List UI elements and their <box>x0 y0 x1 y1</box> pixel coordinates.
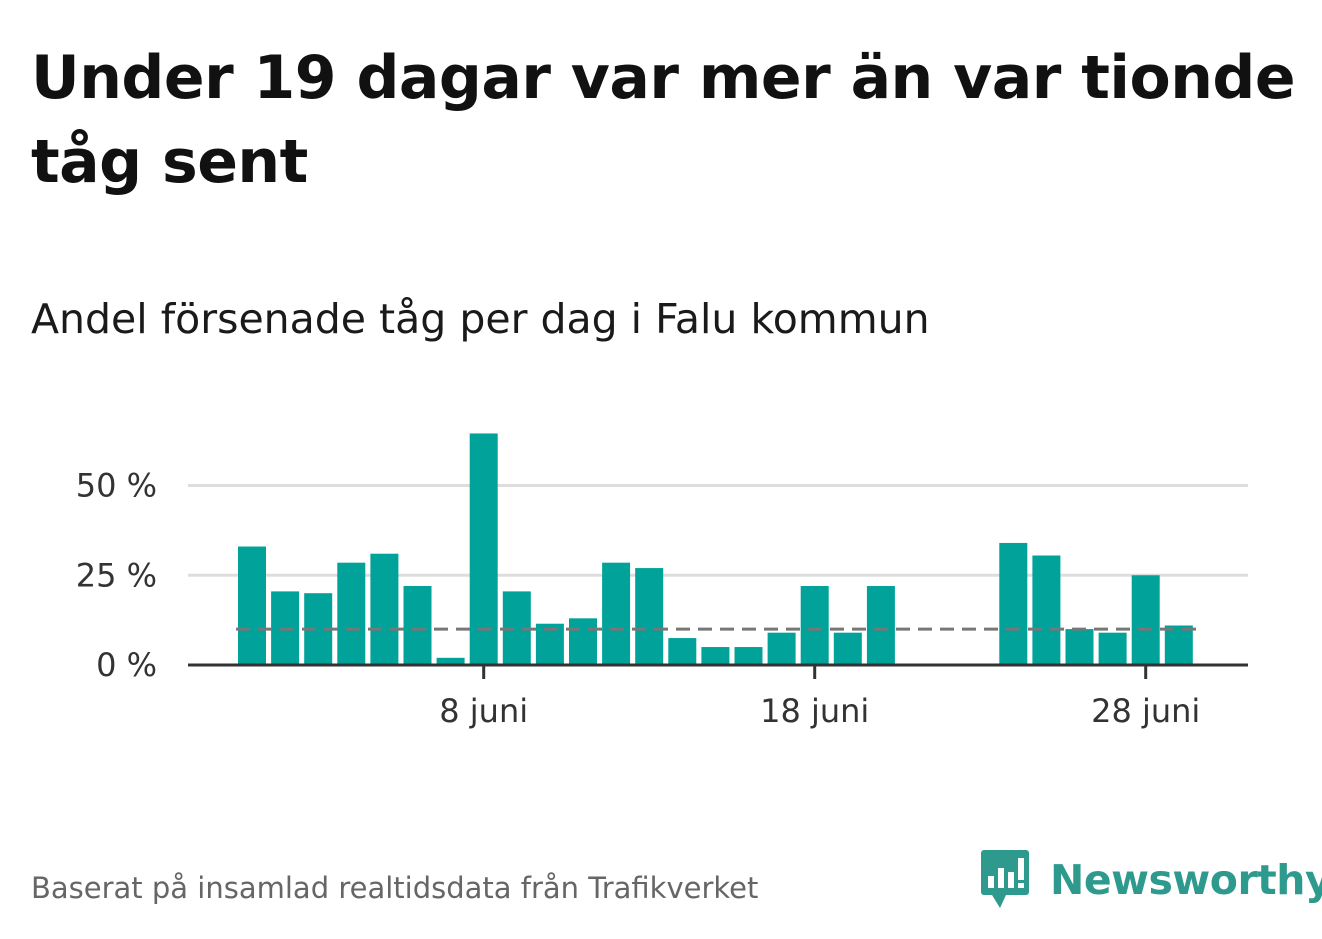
newsworthy-logo-icon <box>981 850 1029 908</box>
bar <box>602 562 631 665</box>
y-tick-label: 50 % <box>76 467 157 505</box>
bar <box>370 553 399 665</box>
bars <box>238 433 1193 665</box>
bar <box>238 546 266 665</box>
bar <box>1164 625 1193 665</box>
y-tick-label: 25 % <box>76 556 157 594</box>
bar <box>833 632 862 665</box>
bar <box>569 618 597 665</box>
y-tick-label: 0 % <box>96 646 157 684</box>
bar <box>1065 629 1094 665</box>
bar <box>734 647 763 665</box>
source-note: Baserat på insamlad realtidsdata från Tr… <box>31 871 759 905</box>
bar <box>635 568 664 665</box>
bar <box>668 638 697 665</box>
newsworthy-logo[interactable]: Newsworthy <box>980 848 1322 912</box>
grid-lines <box>188 484 1248 577</box>
bar <box>1098 632 1127 665</box>
bar <box>469 433 498 665</box>
bar <box>866 586 895 665</box>
brand-name: Newsworthy <box>1050 856 1322 904</box>
bar <box>800 586 829 665</box>
bar <box>1131 575 1160 665</box>
x-tick-label: 8 juni <box>439 692 528 730</box>
bar <box>436 657 465 665</box>
chart-subtitle: Andel försenade tåg per dag i Falu kommu… <box>31 295 930 343</box>
axes: 0 % 25 % 50 % 8 juni 18 juni 28 juni <box>76 467 1248 730</box>
bar <box>701 647 730 665</box>
bar <box>999 542 1028 665</box>
bar-chart: 0 % 25 % 50 % 8 juni 18 juni 28 juni <box>76 433 1248 730</box>
bar <box>403 586 432 665</box>
bar <box>1032 555 1061 665</box>
bar <box>767 632 796 665</box>
bar <box>337 562 366 665</box>
x-tick-label: 18 juni <box>760 692 869 730</box>
chart-title: Under 19 dagar var mer än var tionde tåg… <box>31 43 1296 197</box>
x-tick-label: 28 juni <box>1091 692 1200 730</box>
